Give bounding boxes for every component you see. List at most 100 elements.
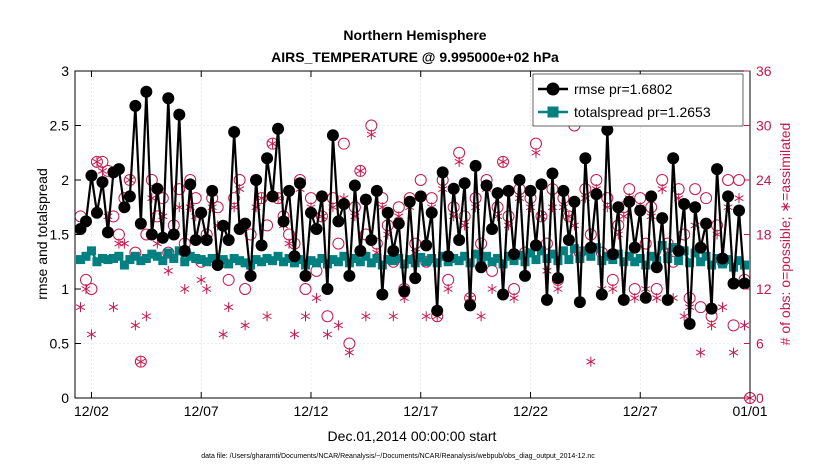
rmse-point [359,193,372,206]
rmse-point [634,204,647,217]
rmse-point [519,269,531,282]
totalspread-point [262,253,272,263]
totalspread-point [191,253,201,263]
rmse-point [206,184,219,197]
rmse-point [184,178,197,191]
obs-possible-point [502,210,515,223]
obs-possible-point [337,137,350,150]
totalspread-point [482,251,492,261]
obs-assimilated-point [586,356,596,367]
y-tick-label: 1 [61,281,69,297]
obs-assimilated-point [81,284,91,294]
totalspread-point [130,251,140,261]
totalspread-point [218,255,228,265]
totalspread-point [119,260,129,270]
obs-possible-point [189,192,202,205]
totalspread-point [290,258,300,268]
rmse-point [535,178,548,191]
obs-assimilated-point [476,311,486,322]
rmse-point [288,250,301,263]
totalspread-point [740,260,750,270]
rmse-point [513,174,526,186]
rmse-point [645,190,658,203]
obs-assimilated-point [97,165,108,176]
rmse-point [370,184,383,197]
totalspread-point [141,253,151,263]
totalspread-point [525,248,535,258]
obs-possible-point [700,192,713,205]
rmse-point [244,269,257,282]
totalspread-point [273,251,283,261]
obs-possible-point [689,183,702,196]
rmse-point [85,169,98,182]
rmse-point [239,217,252,230]
obs-assimilated-point [421,311,431,322]
obs-assimilated-point [141,311,151,322]
rmse-point [606,248,619,261]
totalspread-point [268,256,278,266]
rmse-point [502,184,515,197]
obs-possible-point [623,183,636,196]
obs-assimilated-point [706,320,717,331]
rmse-point [584,241,597,254]
rmse-point [524,184,537,197]
rmse-point [255,239,268,252]
obs-possible-point [299,283,312,295]
rmse-point [722,190,735,203]
rmse-point [727,277,740,290]
totalspread-point [372,253,382,263]
totalspread-point [734,256,744,266]
obs-possible-point [529,137,542,150]
obs-assimilated-point [630,293,640,304]
rmse-point [453,233,466,246]
obs-assimilated-point [333,320,344,331]
rmse-point [595,288,608,301]
totalspread-point [350,253,360,263]
obs-assimilated-point [224,302,234,313]
totalspread-point [158,256,168,266]
totalspread-point [542,253,552,263]
totalspread-point [471,249,481,259]
rmse-point [294,177,306,190]
obs-assimilated-point [619,211,629,222]
totalspread-point [630,257,640,267]
totalspread-point [92,257,102,267]
rmse-point [409,272,422,285]
obs-possible-point [425,192,438,205]
rmse-point [343,269,356,282]
totalspread-point [180,257,190,267]
obs-assimilated-point [652,293,662,304]
totalspread-point [103,255,113,265]
obs-possible-point [535,210,548,223]
obs-assimilated-point [679,311,689,322]
rmse-point [431,304,444,317]
obs-assimilated-point [75,302,86,313]
rmse-point [354,244,367,257]
obs-possible-point [261,219,274,232]
rmse-point [601,123,614,136]
totalspread-point [586,251,596,261]
obs-possible-point [239,283,252,295]
totalspread-point [454,256,464,266]
rmse-point [557,184,570,197]
y-tick-label: 0 [61,390,69,406]
rmse-point [546,167,559,180]
rmse-point [458,177,471,190]
totalspread-point [487,257,497,267]
y2-tick-label: 12 [756,281,772,297]
totalspread-point [97,253,107,263]
obs-assimilated-point [108,302,119,313]
obs-assimilated-point [531,147,541,158]
obs-assimilated-point [267,138,278,149]
rmse-point [398,285,411,298]
totalspread-point [240,258,250,268]
rmse-point [628,241,641,254]
obs-possible-point [442,273,455,286]
rmse-point [733,204,746,217]
rmse-point [475,261,488,274]
totalspread-point [108,253,118,263]
totalspread-point [624,251,634,261]
obs-assimilated-point [728,347,739,358]
rmse-point [529,239,542,252]
totalspread-point [257,257,267,267]
